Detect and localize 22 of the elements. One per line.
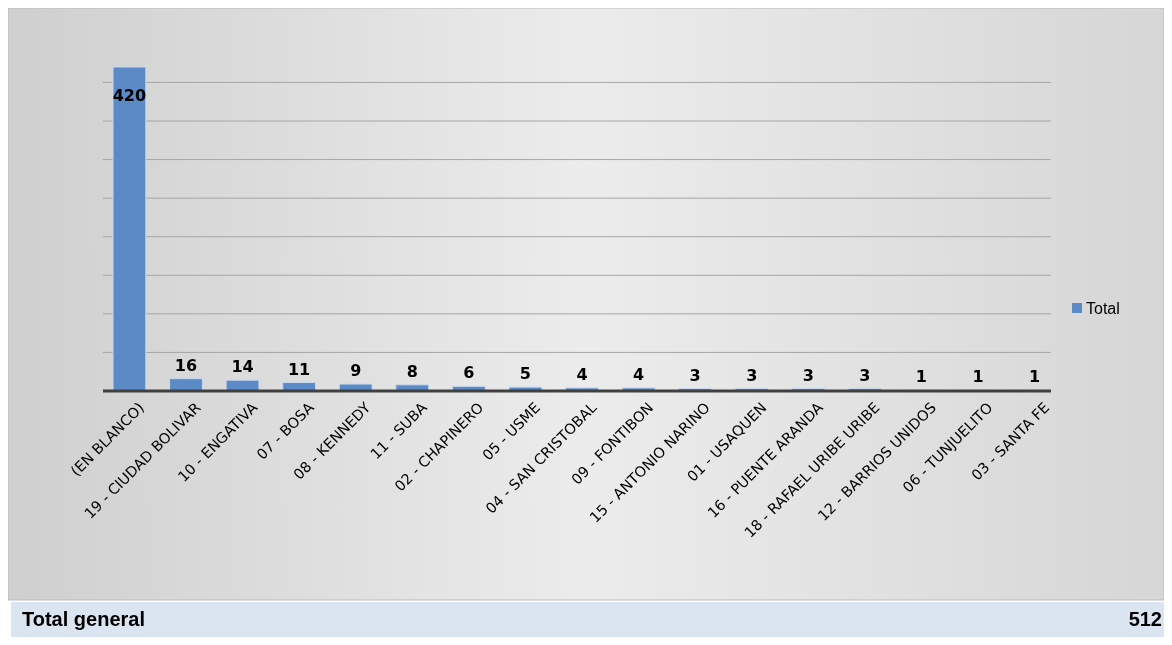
data-label: 1 xyxy=(972,367,984,387)
data-label: 9 xyxy=(350,361,362,381)
data-label: 1 xyxy=(915,367,928,387)
bar xyxy=(112,66,147,392)
data-label: 8 xyxy=(406,361,418,381)
data-label: 3 xyxy=(746,365,758,385)
data-label: 6 xyxy=(463,363,475,383)
data-label: 4 xyxy=(633,364,645,384)
data-label: 14 xyxy=(231,357,254,377)
data-label: 3 xyxy=(689,365,701,385)
data-label: 5 xyxy=(519,364,531,384)
data-label: 420 xyxy=(112,86,147,105)
data-label: 3 xyxy=(802,365,814,385)
data-label: 4 xyxy=(576,364,588,384)
data-label: 1 xyxy=(1029,367,1041,387)
data-label: 16 xyxy=(174,355,198,375)
data-label: 3 xyxy=(859,365,871,385)
data-label: 11 xyxy=(288,359,311,379)
legend-label: Total xyxy=(1086,299,1120,317)
text: 512 xyxy=(1128,608,1162,630)
bar xyxy=(169,378,203,392)
text: Total general xyxy=(22,608,145,630)
